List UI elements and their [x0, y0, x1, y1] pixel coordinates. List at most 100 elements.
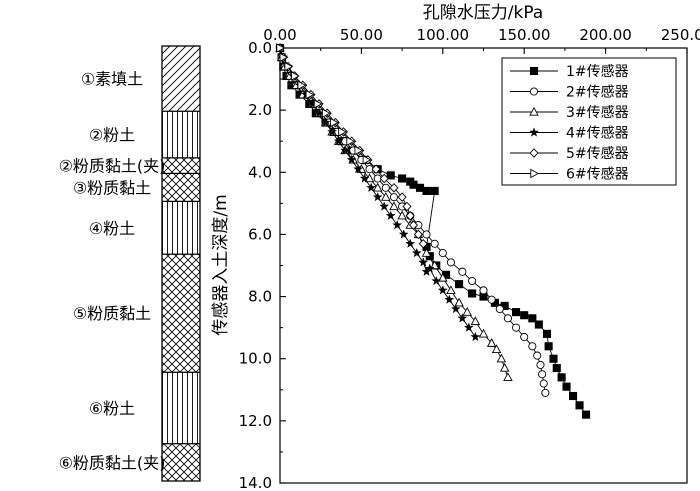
data-point [372, 182, 383, 192]
data-point [297, 80, 307, 91]
data-point [362, 155, 372, 165]
data-point [582, 410, 591, 419]
data-point [491, 344, 502, 354]
y-tick-label: 12.0 [239, 412, 272, 430]
data-point [346, 136, 356, 146]
data-point [385, 210, 396, 220]
strata-layer [161, 371, 201, 445]
data-point [533, 351, 542, 360]
data-point [408, 220, 419, 230]
data-point [340, 145, 351, 155]
strata-layer-label: ①素填土 [81, 70, 143, 89]
data-point [549, 354, 558, 363]
legend-marker [529, 87, 539, 96]
series-line [279, 47, 509, 378]
legend-label: 2#传感器 [566, 84, 629, 101]
legend-item: 2#传感器 [510, 84, 629, 101]
y-axis: 0.0 2.0 4.0 6.0 8.0 10.0 12.0 14.0 [239, 39, 286, 491]
data-point [402, 201, 412, 212]
data-point [398, 229, 409, 239]
x-tick-label: 150.00 [498, 26, 551, 44]
data-point [320, 117, 331, 127]
data-point [333, 136, 344, 146]
data-point [487, 295, 496, 304]
data-point [321, 108, 331, 119]
y-axis-title: 传感器入土深度/m [211, 194, 231, 335]
data-point [462, 306, 472, 316]
data-point [276, 43, 286, 53]
y-tick-label: 14.0 [239, 474, 272, 491]
strata-column [161, 45, 201, 482]
data-point [478, 328, 489, 338]
data-point [544, 342, 553, 351]
data-point [463, 322, 474, 332]
data-point [568, 391, 578, 401]
data-point [446, 285, 456, 295]
legend-item: 1#传感器 [510, 63, 629, 80]
data-point [429, 260, 440, 270]
data-point [346, 154, 357, 165]
strata-layer [161, 253, 201, 373]
legend-label: 5#传感器 [566, 145, 629, 162]
data-point [454, 297, 464, 307]
strata-border [161, 45, 201, 482]
legend-marker [529, 127, 539, 137]
data-point [562, 382, 571, 391]
legend-label: 1#传感器 [566, 63, 629, 80]
data-point [503, 372, 513, 382]
data-point [520, 311, 529, 320]
legend-marker [530, 168, 540, 179]
strata-layer [161, 443, 201, 482]
data-point [386, 171, 395, 180]
data-point [438, 249, 447, 258]
y-tick-label: 8.0 [248, 288, 272, 306]
data-point [389, 201, 399, 211]
x-tick-label: 50.00 [340, 26, 383, 44]
legend-item: 5#传感器 [510, 145, 629, 162]
legend: 1#传感器 2#传感器 3#传感器 4#传感器 5#传感器 6#传感器 [501, 57, 677, 186]
data-point [422, 230, 431, 239]
data-point [538, 370, 547, 379]
data-point [397, 192, 407, 202]
data-point [557, 373, 566, 382]
data-point [479, 286, 488, 295]
x-tick-label: 200.00 [579, 26, 632, 44]
data-point [379, 173, 389, 184]
data-point [541, 388, 550, 397]
strata-layer-label: ④粉土 [89, 219, 135, 238]
data-point [422, 186, 431, 195]
strata-layer-label: ②粉土 [89, 126, 135, 145]
data-point [512, 308, 521, 317]
data-point [430, 186, 439, 195]
strata-layer [161, 110, 201, 159]
data-point [291, 71, 300, 81]
series-4 [275, 42, 481, 342]
data-point [381, 191, 391, 201]
series-6 [276, 43, 372, 165]
legend-marker [529, 106, 539, 116]
data-point [486, 338, 497, 347]
data-point [499, 362, 510, 372]
strata-layer [161, 200, 201, 255]
x-axis: 0.00 50.00 100.00 150.00 200.00 250.00 [263, 26, 700, 54]
legend-item: 6#传感器 [510, 166, 629, 183]
data-point [284, 61, 294, 72]
data-point [398, 174, 407, 183]
x-tick-label: 100.00 [417, 26, 470, 44]
data-point [330, 117, 339, 128]
strata-layer-label: ③粉质黏土 [73, 178, 151, 197]
chart: 0.00 50.00 100.00 150.00 200.00 250.00 0.0 2.0… [211, 3, 700, 491]
data-point [496, 353, 507, 363]
legend-label: 3#传感器 [566, 104, 629, 121]
data-point [389, 183, 399, 193]
data-point [528, 314, 537, 323]
data-point [392, 219, 403, 230]
data-point [457, 313, 468, 323]
data-point [536, 360, 545, 369]
data-point [455, 280, 464, 289]
y-tick-label: 10.0 [239, 350, 272, 368]
data-point [438, 272, 448, 282]
data-point [413, 229, 423, 240]
strata-layer-label: ⑤粉质黏土 [73, 304, 151, 323]
